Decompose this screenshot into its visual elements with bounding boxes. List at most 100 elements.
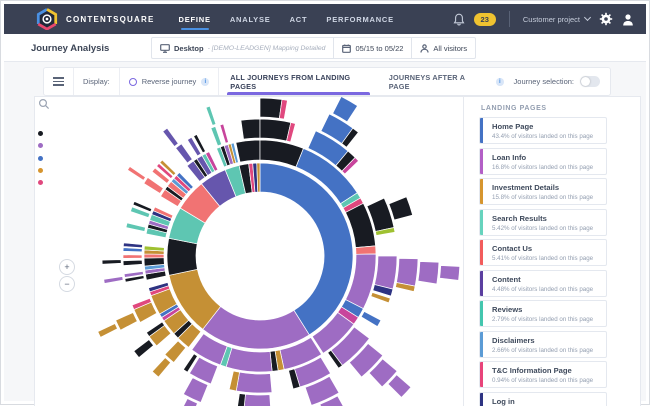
user-icon[interactable] — [622, 13, 634, 26]
sunburst-segment[interactable] — [389, 197, 413, 220]
landing-page-color-bar — [480, 271, 483, 296]
nav-right: 23 Customer project — [453, 11, 634, 27]
sunburst-segment[interactable] — [236, 372, 272, 393]
segment-label: All visitors — [433, 44, 467, 53]
landing-page-color-bar — [480, 240, 483, 265]
context-bar: Journey Analysis Desktop - [DEMO-LEADGEN… — [4, 34, 646, 62]
nav-divider — [509, 11, 510, 27]
sunburst-segment[interactable] — [123, 243, 142, 248]
zoom-in-button[interactable]: + — [59, 259, 75, 275]
sunburst-segment[interactable] — [388, 375, 411, 398]
landing-page-color-bar — [480, 179, 483, 204]
nav-item-act[interactable]: ACT — [290, 4, 308, 34]
sunburst-segment[interactable] — [260, 119, 291, 141]
sunburst-segment[interactable] — [361, 311, 381, 326]
sunburst-segment[interactable] — [165, 341, 186, 363]
sunburst-segment[interactable] — [102, 260, 121, 265]
landing-page-title: Content — [492, 275, 521, 284]
sunburst-segment[interactable] — [206, 106, 216, 125]
nav-item-define[interactable]: DEFINE — [179, 4, 211, 34]
tab-all-journeys-from-landing-pages[interactable]: ALL JOURNEYS FROM LANDING PAGES — [219, 68, 377, 95]
contentsquare-logo-icon[interactable] — [36, 8, 58, 30]
sunburst-segment[interactable] — [104, 277, 123, 284]
hamburger-icon[interactable] — [53, 77, 64, 86]
sunburst-segment[interactable] — [98, 324, 118, 338]
sunburst-segment[interactable] — [163, 128, 179, 146]
sunburst-segment[interactable] — [226, 348, 272, 372]
zoom-out-button[interactable]: − — [59, 276, 75, 292]
sunburst-segment[interactable] — [211, 126, 222, 145]
sunburst-segment[interactable] — [396, 258, 418, 286]
gear-icon[interactable] — [599, 12, 613, 26]
landing-page-stat: 2.79% of visitors landed on this page — [492, 316, 593, 323]
date-range-chip[interactable]: 05/15 to 05/22 — [334, 38, 412, 58]
landing-page-title: Loan Info — [492, 153, 526, 162]
sunburst-segment[interactable] — [237, 393, 246, 406]
sunburst-segment[interactable] — [418, 262, 439, 284]
project-selector[interactable]: Customer project — [523, 15, 590, 24]
sunburst-segment[interactable] — [356, 246, 376, 254]
sunburst-segment[interactable] — [152, 358, 170, 377]
monitor-icon — [160, 44, 170, 53]
sunburst-segment[interactable] — [134, 340, 154, 358]
journey-tabs: ALL JOURNEYS FROM LANDING PAGES JOURNEYS… — [219, 68, 503, 95]
reverse-journey-label: Reverse journey — [142, 77, 197, 86]
landing-page-stat: 2.66% of visitors landed on this page — [492, 347, 593, 354]
reverse-journey-toggle[interactable] — [129, 78, 137, 86]
landing-page-title: Contact Us — [492, 244, 532, 253]
sunburst-segment[interactable] — [374, 256, 397, 289]
sunburst-segment[interactable] — [243, 394, 271, 406]
sunburst-segment[interactable] — [116, 313, 138, 331]
sunburst-segment[interactable] — [123, 260, 142, 265]
landing-page-card[interactable]: Reviews 2.79% of visitors landed on this … — [479, 300, 607, 327]
sunburst-segment[interactable] — [176, 144, 193, 163]
sunburst-segment[interactable] — [127, 167, 145, 181]
bell-icon[interactable] — [453, 13, 465, 26]
display-label: Display: — [83, 77, 110, 86]
notification-badge[interactable]: 23 — [474, 13, 496, 26]
sunburst-segment[interactable] — [241, 119, 260, 139]
landing-page-card[interactable]: Log in — [479, 392, 607, 406]
tab-journeys-after-a-page[interactable]: JOURNEYS AFTER A PAGE — [378, 68, 491, 95]
page-title: Journey Analysis — [31, 43, 109, 54]
landing-page-color-bar — [480, 118, 483, 143]
sunburst-segment[interactable] — [236, 140, 260, 162]
nav-item-performance[interactable]: PERFORMANCE — [326, 4, 394, 34]
landing-page-card[interactable]: Loan Info 16.8% of visitors landed on thi… — [479, 148, 607, 175]
reverse-journey-info-icon[interactable]: i — [201, 78, 209, 86]
nav-item-analyse[interactable]: ANALYSE — [230, 4, 271, 34]
sunburst-segment[interactable] — [123, 255, 142, 259]
sunburst-segment[interactable] — [440, 265, 460, 280]
landing-page-stat: 16.8% of visitors landed on this page — [492, 164, 593, 171]
sunburst-segment[interactable] — [144, 246, 164, 251]
landing-page-color-bar — [480, 210, 483, 235]
sunburst-chart[interactable] — [35, 97, 463, 406]
journey-selection-switch[interactable] — [580, 76, 600, 87]
sunburst-segment[interactable] — [167, 238, 197, 275]
tabs-info-icon[interactable]: i — [496, 78, 503, 86]
landing-page-stat: 15.8% of visitors landed on this page — [492, 194, 593, 201]
landing-page-title: Search Results — [492, 214, 547, 223]
landing-page-title: Reviews — [492, 305, 522, 314]
landing-page-title: T&C Information Page — [492, 366, 572, 375]
sunburst-segment[interactable] — [260, 98, 282, 118]
menu-section — [44, 68, 74, 95]
segment-chip[interactable]: All visitors — [412, 38, 475, 58]
sunburst-segment[interactable] — [220, 124, 229, 143]
device-chip[interactable]: Desktop - [DEMO-LEADGEN] Mapping Detaile… — [152, 38, 334, 58]
sunburst-segment[interactable] — [126, 223, 146, 232]
sunburst-segment[interactable] — [144, 258, 164, 266]
date-range-label: 05/15 to 05/22 — [355, 44, 403, 53]
sunburst-segment[interactable] — [123, 248, 142, 252]
sunburst-segment[interactable] — [144, 177, 164, 193]
landing-page-color-bar — [480, 332, 483, 357]
